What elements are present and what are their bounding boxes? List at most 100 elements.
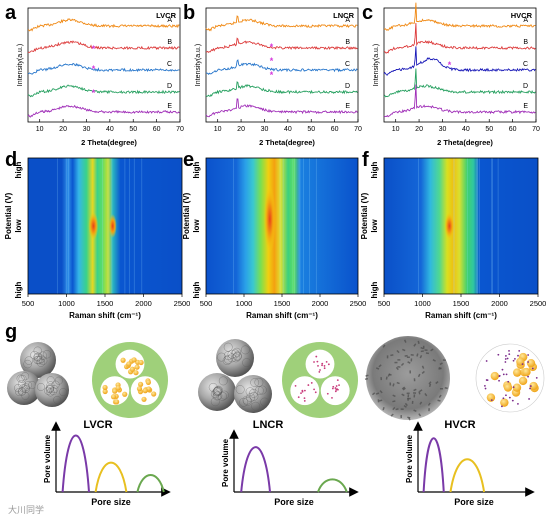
sphere-bump — [223, 354, 233, 364]
raman-xlabel: Raman shift (cm⁻¹) — [69, 311, 141, 320]
pore-dot — [508, 349, 510, 352]
material-label-lncr: LNCR — [253, 419, 284, 431]
xrd-ylabel: Intensity(a.u.) — [195, 44, 202, 86]
pore-dot — [501, 368, 504, 371]
xrd-curve-label: B — [167, 39, 172, 46]
pore-dot — [301, 390, 304, 393]
sem-texture — [428, 383, 432, 388]
pore-bead — [522, 367, 531, 377]
panel-label-a: a — [5, 2, 17, 24]
xrd-star: * — [270, 56, 274, 66]
sem-texture — [406, 356, 410, 359]
sem-texture — [394, 361, 398, 364]
sphere-bump — [15, 388, 24, 396]
sem-texture — [438, 366, 442, 370]
xrd-curve-D — [383, 68, 536, 98]
pore-dot — [528, 398, 530, 400]
xrd-xlabel: 2 Theta(degree) — [437, 138, 493, 147]
xrd-tick-label: 70 — [532, 126, 540, 133]
sem-texture — [379, 390, 383, 394]
sphere-bump — [235, 385, 245, 394]
sem-texture — [386, 355, 389, 359]
raman-tick-label: 2500 — [174, 299, 191, 308]
raman-ytick-label: high — [14, 161, 23, 178]
pore-dot — [527, 375, 529, 378]
pore-dot — [317, 364, 319, 367]
sem-texture — [424, 349, 428, 351]
xrd-star: * — [270, 42, 274, 52]
sem-texture — [377, 399, 380, 403]
xrd-curve-label: C — [345, 61, 350, 68]
raman-tick-label: 2000 — [135, 299, 152, 308]
sphere-bump — [239, 397, 249, 407]
pore-dot — [331, 387, 334, 390]
pore-dot — [336, 388, 339, 391]
sem-texture — [397, 365, 401, 368]
pore-dot — [321, 364, 323, 367]
sem-texture — [410, 354, 414, 356]
pore-dot — [310, 382, 313, 384]
pore-dot — [334, 387, 337, 389]
sem-texture — [419, 389, 423, 393]
raman-tick-label: 1500 — [97, 299, 114, 308]
xrd-panel-c: 10 20 30 40 50 60 70 2 Theta(degree) Intensity(a… — [373, 2, 540, 147]
sem-texture — [439, 387, 444, 390]
sphere-bump — [44, 386, 53, 395]
raman-ytick-label: low — [192, 219, 201, 233]
raman-tick-label: 500 — [22, 299, 35, 308]
pore-ylabel: Pore volume — [221, 438, 230, 487]
pore-curve-purple — [240, 446, 271, 493]
sem-texture — [428, 381, 432, 385]
sem-texture — [400, 415, 402, 419]
pore-bead — [138, 381, 144, 387]
sem-texture — [392, 394, 396, 398]
pore-dot — [321, 362, 324, 365]
xrd-ylabel: Intensity(a.u.) — [17, 44, 24, 86]
xrd-tick-label: 30 — [83, 126, 91, 133]
watermark: 大川同学 — [8, 505, 45, 515]
raman-hotspot — [108, 214, 117, 238]
raman-ytick-label: high — [192, 161, 201, 178]
sphere-bump — [240, 345, 250, 355]
xrd-curve-A — [205, 15, 358, 32]
sem-texture — [402, 348, 406, 352]
lvcr-sphere — [7, 371, 41, 405]
pore-bead — [126, 361, 132, 367]
xrd-curve-label: B — [345, 39, 350, 46]
panel-label-b: b — [183, 2, 196, 24]
raman-tick-label: 500 — [378, 299, 391, 308]
hvcr-schematic — [475, 343, 545, 413]
sphere-bump — [21, 383, 30, 392]
raman-xlabel: Raman shift (cm⁻¹) — [246, 311, 318, 320]
pore-bead — [110, 394, 117, 400]
sem-texture — [365, 374, 369, 377]
sem-texture — [395, 366, 399, 371]
sphere-bump — [33, 346, 42, 356]
sphere-bump — [231, 353, 241, 363]
pore-dot — [318, 371, 321, 373]
lvcr-sphere — [35, 373, 69, 407]
sphere-bump — [36, 358, 46, 367]
raman-ytick-label: low — [14, 219, 23, 233]
pore-dot — [336, 379, 339, 382]
sem-texture — [400, 408, 404, 411]
sphere-bump — [223, 342, 233, 352]
pore-dot — [506, 357, 509, 360]
schematic-particle — [305, 349, 335, 379]
sem-texture — [420, 350, 424, 353]
sem-texture — [438, 394, 442, 399]
sphere-body — [20, 342, 56, 378]
pore-xlabel: Pore size — [91, 497, 131, 507]
sem-texture — [380, 377, 383, 381]
sphere-bump — [46, 385, 54, 394]
sem-texture — [392, 383, 395, 387]
pore-dot — [497, 353, 500, 356]
sphere-bump — [33, 352, 43, 361]
xrd-curve-D — [205, 81, 358, 97]
xrd-tick-label: 60 — [153, 126, 161, 133]
raman-figure: 500 1000 1500 2000 2500 Raman shift (cm⁻¹) hig… — [4, 157, 546, 320]
pore-dot — [505, 394, 507, 397]
pore-dot — [507, 380, 510, 383]
lncr-sphere — [234, 375, 272, 413]
sphere-bump — [210, 397, 220, 407]
